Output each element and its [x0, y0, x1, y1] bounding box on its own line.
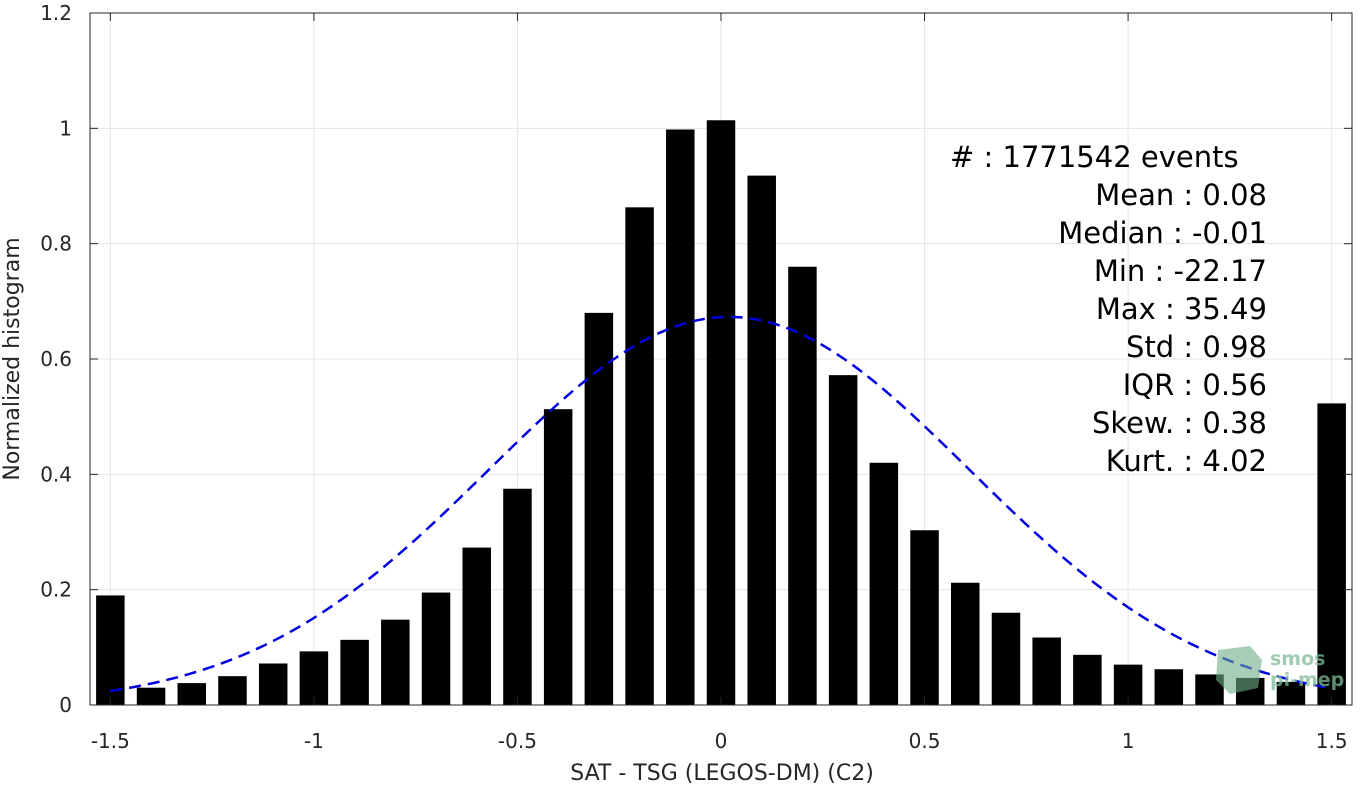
histogram-bar	[951, 582, 980, 705]
stat-line: Skew. : 0.38	[1092, 406, 1267, 440]
x-tick-label: -0.5	[498, 729, 537, 753]
x-tick-label: 0.5	[909, 729, 941, 753]
stat-line: Kurt. : 4.02	[1106, 444, 1267, 478]
normal-fit-curve	[110, 315, 1332, 693]
watermark-line-1: smos	[1270, 648, 1325, 670]
y-tick-label: 1.2	[40, 1, 72, 25]
histogram-bar	[1154, 669, 1184, 705]
watermark-logo-icon	[1216, 646, 1262, 694]
histogram-bar	[869, 462, 899, 705]
x-tick-label: 1	[1122, 729, 1135, 753]
histogram-bar	[340, 639, 369, 705]
y-axis-ticks: 0 0.2 0.4 0.6 0.8 1 1.2	[40, 1, 1352, 717]
stat-line: Mean : 0.08	[1095, 178, 1267, 212]
y-tick-label: 0.2	[40, 578, 72, 602]
histogram-bar	[96, 595, 125, 705]
watermark-line-2: pi-mep	[1270, 669, 1344, 691]
y-tick-label: 0	[59, 693, 72, 717]
histogram-bar	[299, 651, 329, 705]
histogram-bars	[96, 120, 1346, 705]
statistics-annotation: # : 1771542 events Mean : 0.08 Median : -0…	[950, 140, 1267, 478]
x-tick-label: -1.5	[91, 729, 130, 753]
histogram-bar	[706, 120, 736, 705]
stat-line: # : 1771542 events	[950, 140, 1239, 174]
histogram-bar	[1073, 654, 1102, 705]
histogram-bar	[218, 676, 247, 705]
histogram-bar	[1317, 403, 1346, 705]
y-tick-label: 1	[59, 116, 72, 140]
histogram-bar	[136, 687, 166, 705]
histogram-bar	[991, 612, 1021, 705]
histogram-bar	[747, 175, 776, 705]
histogram-bar	[828, 375, 858, 705]
histogram-bar	[666, 129, 695, 705]
stat-line: Median : -0.01	[1058, 216, 1267, 250]
y-tick-label: 0.8	[40, 232, 72, 256]
y-tick-label: 0.6	[40, 347, 72, 371]
histogram-bar	[788, 266, 817, 705]
histogram-bar	[1032, 637, 1061, 705]
histogram-bar	[584, 312, 614, 705]
stat-line: IQR : 0.56	[1123, 368, 1267, 402]
stat-line: Max : 35.49	[1096, 292, 1267, 326]
x-tick-label: -1	[304, 729, 324, 753]
y-axis-label: Normalized histogram	[0, 237, 25, 480]
x-tick-label: 1.5	[1316, 729, 1348, 753]
histogram-bar	[910, 530, 939, 705]
histogram-bar	[177, 683, 207, 705]
x-axis-label: SAT - TSG (LEGOS-DM) (C2)	[570, 761, 874, 785]
histogram-bar	[421, 592, 451, 705]
histogram-bar	[258, 663, 288, 705]
histogram-bar	[1276, 681, 1306, 705]
x-axis-ticks: -1.5 -1 -0.5 0 0.5 1 1.5	[91, 13, 1348, 753]
histogram-bar	[503, 488, 532, 705]
histogram-bar	[543, 409, 573, 705]
y-tick-label: 0.4	[40, 462, 72, 486]
smos-pimep-watermark: smos pi-mep	[1216, 646, 1344, 694]
histogram-bar	[381, 619, 410, 705]
stat-line: Std : 0.98	[1126, 330, 1267, 364]
x-tick-label: 0	[715, 729, 728, 753]
stat-line: Min : -22.17	[1094, 254, 1267, 288]
histogram-bar	[462, 547, 491, 705]
histogram-bar	[625, 207, 654, 705]
